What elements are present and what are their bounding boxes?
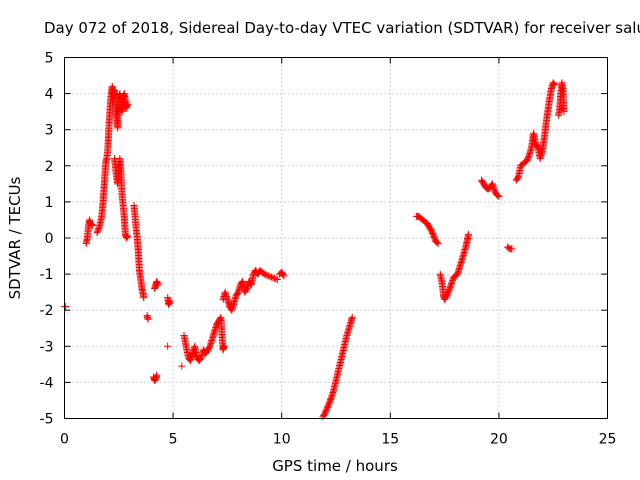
grid-layer [64, 57, 608, 419]
y-tick-label: 1 [45, 195, 54, 211]
y-tick-label: -5 [40, 412, 54, 428]
data-point [433, 239, 441, 247]
data-point [265, 272, 273, 280]
y-tick-label: -4 [40, 375, 54, 391]
data-point [262, 271, 270, 279]
data-point [270, 274, 278, 282]
data-point [348, 313, 356, 321]
data-point [123, 233, 131, 241]
data-point [122, 234, 130, 242]
x-tick-label: 5 [169, 432, 178, 448]
data-point [164, 342, 172, 350]
data-point [508, 245, 516, 253]
data-point [550, 80, 558, 88]
data-point [495, 192, 503, 200]
y-axis-title: SDTVAR / TECUs [6, 176, 24, 299]
x-tick-label: 20 [490, 432, 508, 448]
y-tick-label: 4 [45, 87, 54, 103]
y-tick-label: 2 [45, 159, 54, 175]
data-point [123, 100, 131, 108]
y-tick-label: 5 [45, 51, 54, 67]
data-point [88, 220, 96, 228]
y-tick-label: -2 [40, 303, 54, 319]
data-point [266, 273, 274, 281]
data-point [273, 276, 281, 284]
data-point [260, 270, 268, 278]
data-point [140, 294, 148, 302]
data-point [263, 271, 271, 279]
data-point [269, 274, 277, 282]
data-point [62, 303, 70, 311]
data-point [268, 273, 276, 281]
ticks-layer: 0 5 10 15 20 25 -5 -4 -3 -2 -1 0 1 2 3 4 5 [40, 51, 617, 448]
data-point [153, 371, 161, 379]
data-point [144, 315, 152, 323]
data-point [123, 232, 131, 240]
data-point [464, 230, 472, 238]
data-points-layer [61, 79, 568, 421]
data-point [272, 275, 280, 283]
x-tick-label: 10 [273, 432, 291, 448]
data-point [166, 297, 174, 305]
data-point [151, 377, 159, 385]
chart-title: Day 072 of 2018, Sidereal Day-to-day VTE… [44, 19, 640, 37]
data-point [550, 81, 558, 89]
data-point [89, 221, 97, 229]
data-point [154, 281, 162, 289]
data-point [279, 271, 287, 279]
x-tick-label: 15 [381, 432, 399, 448]
data-point [95, 225, 103, 233]
y-tick-label: -1 [40, 267, 54, 283]
x-tick-label: 25 [599, 432, 617, 448]
data-point [178, 362, 186, 370]
y-tick-label: 3 [45, 123, 54, 139]
plot-frame [64, 57, 608, 419]
data-point [220, 342, 228, 350]
y-tick-label: 0 [45, 231, 54, 247]
data-point [280, 272, 288, 280]
x-tick-label: 0 [60, 432, 69, 448]
data-point [494, 192, 502, 200]
data-point [434, 239, 442, 247]
y-tick-label: -3 [40, 339, 54, 355]
data-point [560, 108, 568, 116]
data-point [549, 79, 557, 87]
x-axis-title: GPS time / hours [272, 457, 398, 475]
